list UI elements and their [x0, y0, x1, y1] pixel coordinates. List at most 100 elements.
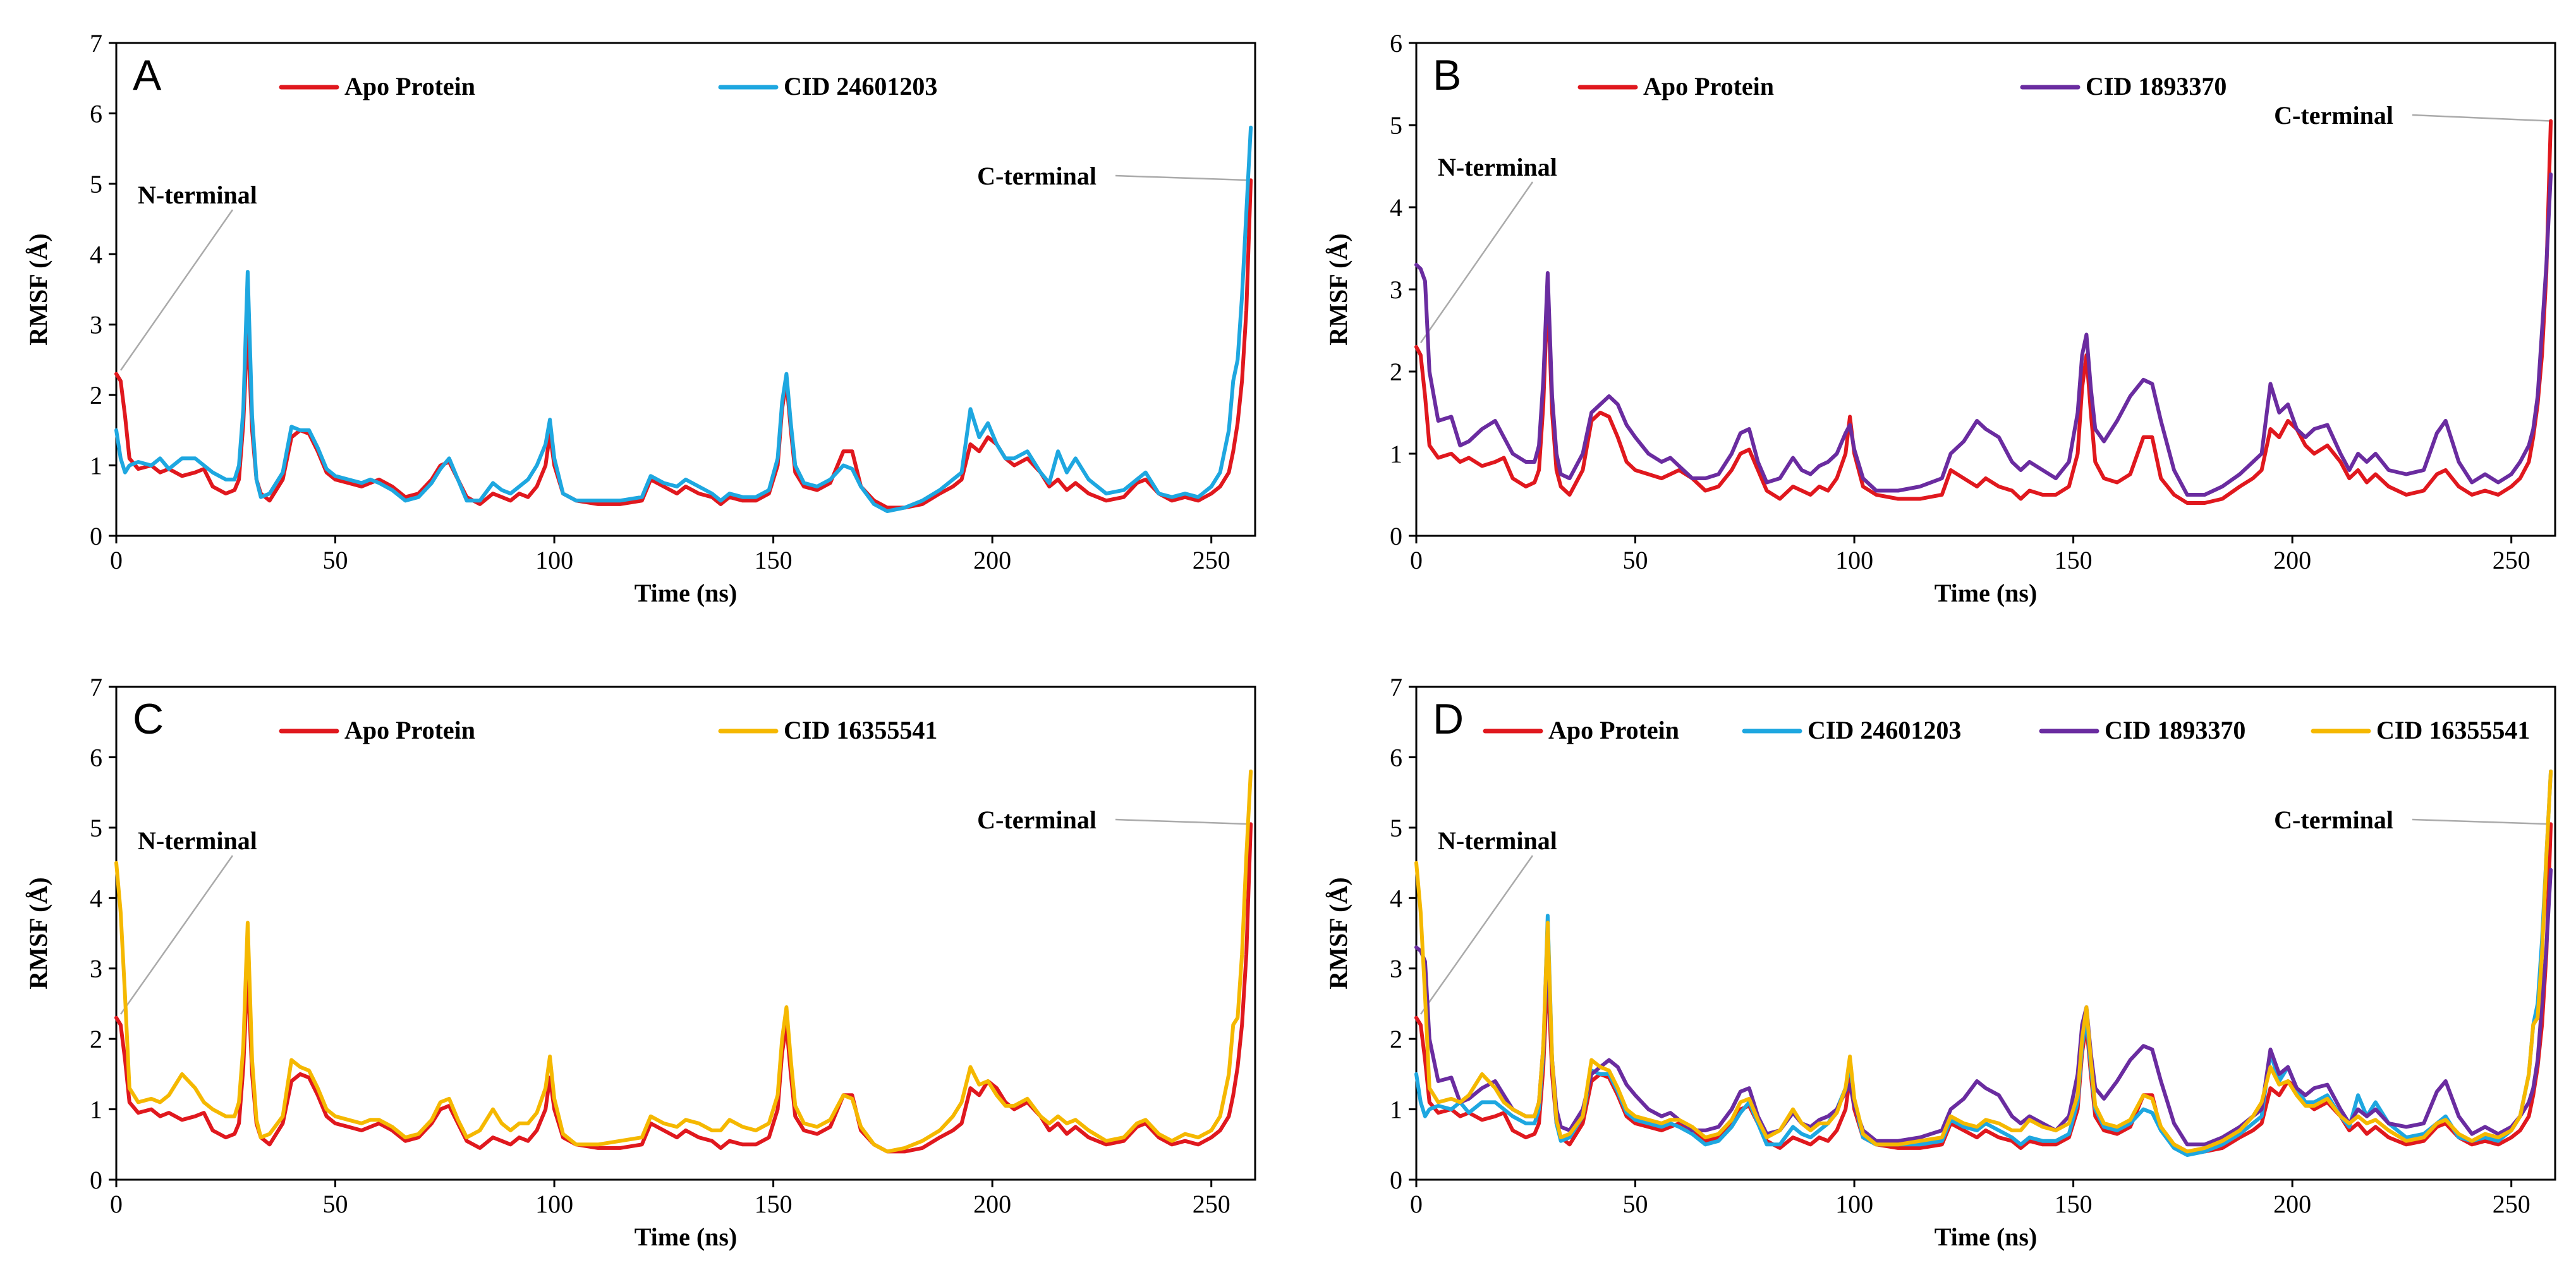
y-tick-label: 5 [1390, 814, 1402, 842]
legend-entry: Apo Protein [279, 716, 475, 744]
chart-panel-d: 0 1 2 3 4 5 6 7 0 50 100 150 200 250 Time (ns) RMSF (Å)… [1324, 673, 2556, 1251]
legend-entry: CID 24601203 [1742, 716, 1961, 744]
annotation-leader-line [119, 855, 234, 1015]
plot-frame [115, 686, 1256, 1181]
panel-letter: B [1433, 51, 1461, 99]
series-line-cid-16355541 [1414, 769, 2553, 1154]
annotation-leader-line [1419, 855, 1534, 1015]
x-axis-title: Time (ns) [1935, 579, 2038, 607]
y-tick-label: 0 [90, 522, 102, 550]
y-tick-label: 3 [1390, 955, 1402, 983]
plot-frame [115, 42, 1256, 537]
x-axis-title: Time (ns) [1935, 1223, 2038, 1251]
legend-label: CID 24601203 [1807, 716, 1961, 744]
legend-entry: CID 24601203 [718, 72, 937, 100]
y-tick-label: 3 [1390, 275, 1402, 304]
legend-label: CID 16355541 [784, 716, 937, 744]
x-tick-label: 200 [2273, 1190, 2311, 1218]
y-tick-label: 1 [1390, 1096, 1402, 1124]
y-tick-label: 4 [90, 240, 102, 269]
x-tick-label: 150 [2055, 546, 2093, 574]
y-tick-label: 3 [90, 311, 102, 339]
y-tick-label: 6 [90, 743, 102, 772]
c-terminal-label: C-terminal [977, 162, 1097, 190]
x-tick-label: 200 [973, 1190, 1011, 1218]
x-tick-label: 150 [2055, 1190, 2093, 1218]
y-tick-label: 5 [90, 170, 102, 198]
plot-frame [1415, 686, 2556, 1181]
x-tick-label: 200 [2273, 546, 2311, 574]
legend-label: CID 1893370 [2086, 72, 2227, 100]
y-tick-label: 1 [1390, 440, 1402, 468]
x-tick-label: 50 [323, 546, 348, 574]
x-tick-label: 250 [1193, 1190, 1230, 1218]
legend-entry: Apo Protein [1483, 716, 1679, 744]
annotation-leader-line [1115, 174, 1251, 181]
x-tick-label: 100 [1835, 546, 1873, 574]
legend-label: Apo Protein [1548, 716, 1679, 744]
c-terminal-label: C-terminal [977, 806, 1097, 834]
y-axis-title: RMSF (Å) [1324, 233, 1352, 345]
x-tick-label: 100 [535, 546, 573, 574]
series-line-cid-16355541 [114, 769, 1253, 1154]
legend-label: Apo Protein [1643, 72, 1774, 100]
y-tick-label: 2 [1390, 1025, 1402, 1053]
x-tick-label: 0 [1410, 1190, 1423, 1218]
legend-entry: CID 1893370 [2039, 716, 2245, 744]
y-tick-label: 6 [1390, 29, 1402, 57]
x-tick-label: 250 [2493, 1190, 2530, 1218]
x-axis-title: Time (ns) [635, 579, 738, 607]
x-tick-label: 0 [110, 546, 123, 574]
series-line-apo-protein [1414, 119, 2553, 505]
y-tick-label: 5 [90, 814, 102, 842]
panel-letter: C [133, 695, 164, 743]
x-tick-label: 50 [1623, 546, 1648, 574]
x-tick-label: 150 [755, 546, 793, 574]
y-tick-label: 6 [1390, 743, 1402, 772]
y-tick-label: 0 [90, 1166, 102, 1194]
y-tick-label: 1 [90, 1096, 102, 1124]
legend-label: Apo Protein [344, 716, 475, 744]
x-tick-label: 250 [1193, 546, 1230, 574]
annotation-leader-line [2412, 114, 2551, 122]
x-tick-label: 50 [323, 1190, 348, 1218]
y-tick-label: 6 [90, 99, 102, 128]
chart-panel-b: 0 1 2 3 4 5 6 0 50 100 150 200 250 Time (ns) RMSF (Å) B… [1324, 29, 2556, 607]
x-axis-title: Time (ns) [635, 1223, 738, 1251]
legend-entry: CID 16355541 [718, 716, 937, 744]
y-axis-title: RMSF (Å) [24, 877, 52, 989]
y-tick-label: 2 [90, 381, 102, 409]
series-line-cid-1893370 [1414, 172, 2553, 497]
x-tick-label: 250 [2493, 546, 2530, 574]
n-terminal-label: N-terminal [1438, 826, 1557, 855]
c-terminal-label: C-terminal [2274, 101, 2393, 130]
legend-label: CID 24601203 [784, 72, 937, 100]
series-line-cid-1893370 [1414, 868, 2553, 1147]
legend-label: CID 16355541 [2376, 716, 2530, 744]
annotation-leader-line [1115, 818, 1251, 825]
x-tick-label: 150 [755, 1190, 793, 1218]
x-tick-label: 200 [973, 546, 1011, 574]
panel-letter: D [1433, 695, 1464, 743]
y-tick-label: 2 [1390, 358, 1402, 386]
x-tick-label: 100 [535, 1190, 573, 1218]
n-terminal-label: N-terminal [1438, 153, 1557, 181]
y-tick-label: 0 [1390, 1166, 1402, 1194]
y-tick-label: 5 [1390, 111, 1402, 140]
y-tick-label: 0 [1390, 522, 1402, 550]
legend-label: Apo Protein [344, 72, 475, 100]
series-line-cid-24601203 [114, 125, 1253, 513]
annotation-leader-line [1419, 181, 1534, 344]
legend-entry: Apo Protein [1577, 72, 1774, 100]
annotation-leader-line [119, 209, 234, 371]
y-tick-label: 7 [90, 29, 102, 57]
x-tick-label: 50 [1623, 1190, 1648, 1218]
chart-panel-a: 0 1 2 3 4 5 6 7 0 50 100 150 200 250 Time (ns) RMSF (Å)… [24, 29, 1256, 607]
y-axis-title: RMSF (Å) [1324, 877, 1352, 989]
legend-entry: Apo Protein [279, 72, 475, 100]
x-tick-label: 100 [1835, 1190, 1873, 1218]
y-tick-label: 4 [1390, 884, 1402, 912]
x-tick-label: 0 [1410, 546, 1423, 574]
